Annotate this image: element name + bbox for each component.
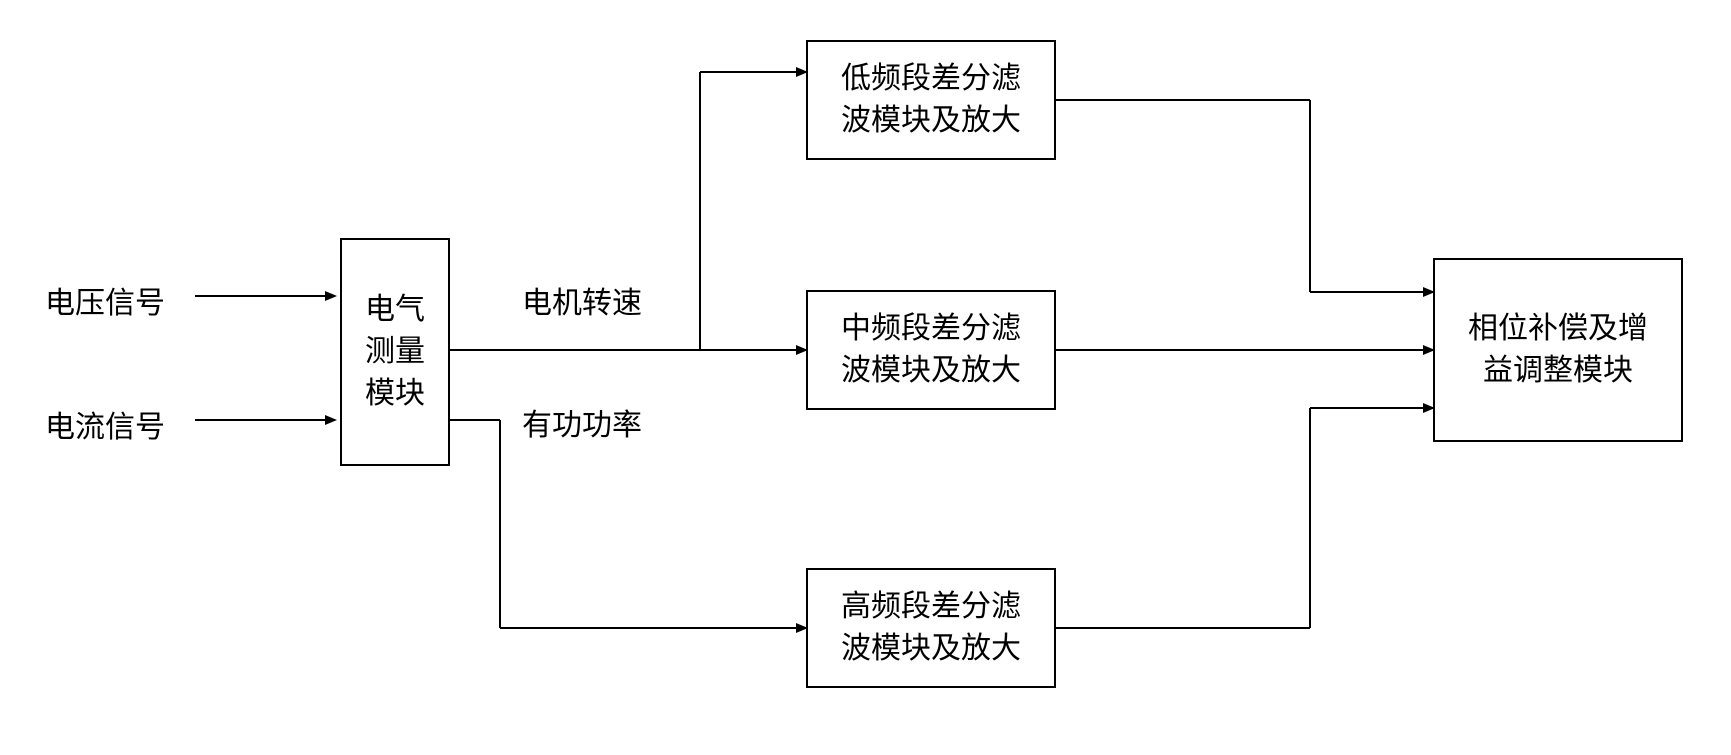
phase-comp-text: 相位补偿及增 益调整模块: [1468, 308, 1648, 392]
current-signal-label: 电流信号: [45, 402, 165, 446]
high-freq-filter-text: 高频段差分滤 波模块及放大: [841, 586, 1021, 670]
phase-comp-box: 相位补偿及增 益调整模块: [1433, 258, 1683, 442]
measure-module-text: 电气 测量 模块: [365, 289, 425, 415]
low-freq-filter-box: 低频段差分滤 波模块及放大: [806, 40, 1056, 160]
high-freq-filter-box: 高频段差分滤 波模块及放大: [806, 568, 1056, 688]
mid-freq-filter-box: 中频段差分滤 波模块及放大: [806, 290, 1056, 410]
block-diagram: 电压信号 电流信号 电机转速 有功功率 电气 测量 模块 低频段差分滤 波模块及…: [0, 0, 1731, 755]
voltage-signal-label: 电压信号: [45, 278, 165, 322]
mid-freq-filter-text: 中频段差分滤 波模块及放大: [841, 308, 1021, 392]
motor-speed-label: 电机转速: [522, 278, 642, 322]
measure-module-box: 电气 测量 模块: [340, 238, 450, 466]
low-freq-filter-text: 低频段差分滤 波模块及放大: [841, 58, 1021, 142]
active-power-label: 有功功率: [522, 400, 642, 444]
